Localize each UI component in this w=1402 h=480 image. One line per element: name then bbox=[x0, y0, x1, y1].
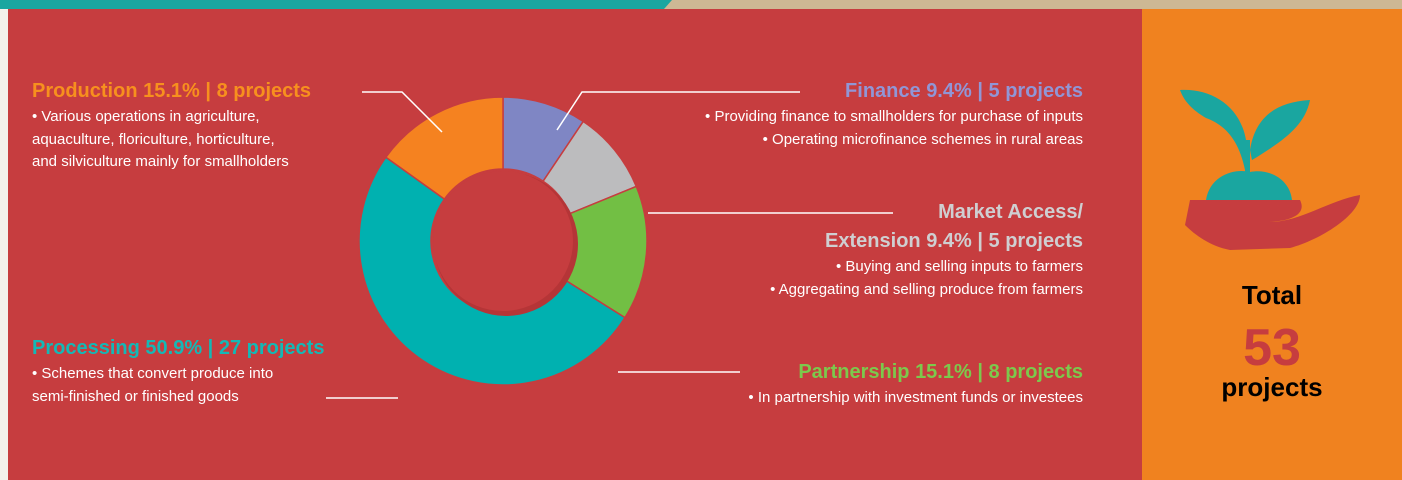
description: and silviculture mainly for smallholders bbox=[32, 153, 289, 170]
value-label: 15.1% bbox=[143, 80, 200, 102]
leaders bbox=[326, 91, 893, 399]
description: • Various operations in agriculture, bbox=[32, 108, 260, 125]
category-heading: Processing 50.9% | 27 projects bbox=[32, 334, 324, 363]
leader bbox=[362, 91, 443, 133]
value-label: 15.1% bbox=[915, 361, 972, 383]
category-name: Market Access/ Extension bbox=[825, 201, 1083, 252]
donut-hole bbox=[433, 171, 573, 311]
project-label: 27 projects bbox=[218, 337, 325, 359]
total-unit: projects bbox=[1221, 372, 1323, 402]
category-heading: Market Access/ Extension 9.4% | 5 projec… bbox=[770, 198, 1083, 256]
separator: | bbox=[977, 80, 983, 102]
total-label: Total bbox=[1241, 280, 1303, 310]
leaf bbox=[1180, 89, 1246, 175]
description: • Buying and selling inputs to farmers bbox=[835, 258, 1083, 275]
stem bbox=[1245, 140, 1250, 180]
value-label: 9.4% bbox=[926, 80, 972, 102]
category-block: Finance 9.4% | 5 projects • Providing fin… bbox=[705, 77, 1083, 151]
total-value: 53 bbox=[1243, 319, 1301, 377]
category-name: Production bbox=[32, 80, 138, 102]
description: aquaculture, floriculture, horticulture, bbox=[32, 130, 275, 148]
separator: | bbox=[977, 230, 983, 252]
category-block: Partnership 15.1% | 8 projects • In partn… bbox=[748, 358, 1083, 410]
icon bbox=[1180, 89, 1360, 250]
category-heading: Partnership 15.1% | 8 projects bbox=[748, 358, 1083, 387]
category-heading: Production 15.1% | 8 projects bbox=[32, 77, 311, 106]
teal-bar bbox=[0, 0, 672, 9]
sand-strip bbox=[660, 0, 1402, 10]
description: • Providing finance to smallholders for … bbox=[705, 108, 1083, 125]
value-label: 9.4% bbox=[926, 230, 972, 252]
description: • Operating microfinance schemes in rura… bbox=[762, 130, 1083, 148]
separator: | bbox=[977, 361, 983, 383]
description: • Schemes that convert produce into bbox=[32, 365, 274, 382]
category-name: Partnership bbox=[798, 361, 910, 383]
project-label: 5 projects bbox=[988, 80, 1083, 102]
separator: | bbox=[207, 337, 214, 359]
hand bbox=[1185, 195, 1360, 250]
soil bbox=[1206, 170, 1292, 200]
slice bbox=[384, 96, 504, 201]
description: • Aggregating and selling produce from f… bbox=[770, 280, 1083, 298]
category-heading: Finance 9.4% | 5 projects bbox=[705, 77, 1083, 106]
project-label: 8 projects bbox=[216, 80, 312, 102]
category-name: Processing bbox=[32, 337, 140, 359]
category-block: Production 15.1% | 8 projects • Various o… bbox=[32, 77, 311, 174]
leaf bbox=[1250, 100, 1310, 160]
description: • In partnership with investment funds o… bbox=[748, 389, 1083, 406]
leader bbox=[556, 91, 800, 131]
donut bbox=[358, 96, 648, 386]
value-label: 50.9% bbox=[145, 337, 203, 359]
project-label: 5 projects bbox=[988, 230, 1083, 252]
category-block: Market Access/ Extension 9.4% | 5 projec… bbox=[770, 198, 1083, 301]
project-label: 8 projects bbox=[988, 361, 1083, 383]
category-block: Processing 50.9% | 27 projects • Schemes … bbox=[32, 334, 324, 408]
category-name: Finance bbox=[845, 80, 921, 102]
description: semi-finished or finished goods bbox=[32, 387, 239, 405]
separator: | bbox=[205, 80, 211, 102]
